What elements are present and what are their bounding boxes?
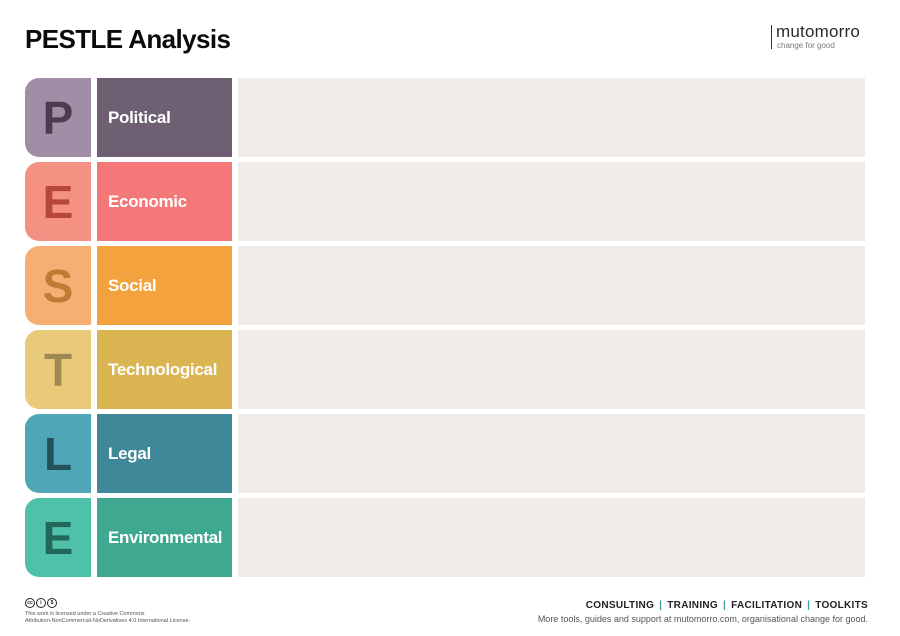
row-letter: S [25, 246, 91, 325]
license-icons: cc i $ [25, 598, 225, 608]
footer-separator: | [807, 600, 811, 611]
row-letter: E [25, 498, 91, 577]
brand-tagline: change for good [777, 41, 835, 50]
footer-text: More tools, guides and support at mutomo… [537, 614, 868, 624]
row-social: S Social [25, 246, 865, 325]
license-block: cc i $ This work is licensed under a Cre… [25, 598, 225, 625]
row-economic: E Economic [25, 162, 865, 241]
logo-divider [771, 25, 772, 49]
footer-link-training[interactable]: TRAINING [667, 600, 718, 611]
brand-name: mutomorro [776, 22, 860, 41]
footer-separator: | [723, 600, 727, 611]
row-label: Social [97, 246, 232, 325]
footer-links: CONSULTING | TRAINING | FACILITATION | TOOLKIT… [586, 600, 868, 611]
row-letter: P [25, 78, 91, 157]
pestle-grid: P Political E Economic S Social T Techno… [25, 78, 865, 582]
noncommercial-icon: $ [47, 598, 57, 608]
license-line-1: This work is licensed under a Creative C… [25, 611, 145, 617]
row-label: Political [97, 78, 232, 157]
notes-area-technological[interactable] [238, 330, 865, 409]
notes-area-political[interactable] [238, 78, 865, 157]
footer-link-consulting[interactable]: CONSULTING [585, 600, 655, 611]
notes-area-economic[interactable] [238, 162, 865, 241]
row-letter: L [25, 414, 91, 493]
page-title: PESTLE Analysis [25, 24, 231, 54]
row-label: Environmental [97, 498, 232, 577]
row-environmental: E Environmental [25, 498, 865, 577]
footer-link-facilitation[interactable]: FACILITATION [731, 600, 803, 611]
attribution-icon: i [36, 598, 46, 608]
footer-separator: | [659, 600, 663, 611]
row-letter: T [25, 330, 91, 409]
notes-area-legal[interactable] [238, 414, 865, 493]
cc-icon: cc [25, 598, 35, 608]
notes-area-social[interactable] [238, 246, 865, 325]
row-label: Economic [97, 162, 232, 241]
footer-link-toolkits[interactable]: TOOLKITS [815, 600, 868, 611]
row-letter: E [25, 162, 91, 241]
row-label: Legal [97, 414, 232, 493]
row-technological: T Technological [25, 330, 865, 409]
notes-area-environmental[interactable] [238, 498, 865, 577]
row-political: P Political [25, 78, 865, 157]
license-line-2: Attribution-NonCommercial-NoDerivatives … [25, 618, 191, 624]
row-label: Technological [97, 330, 232, 409]
license-text: This work is licensed under a Creative C… [25, 611, 225, 625]
row-legal: L Legal [25, 414, 865, 493]
